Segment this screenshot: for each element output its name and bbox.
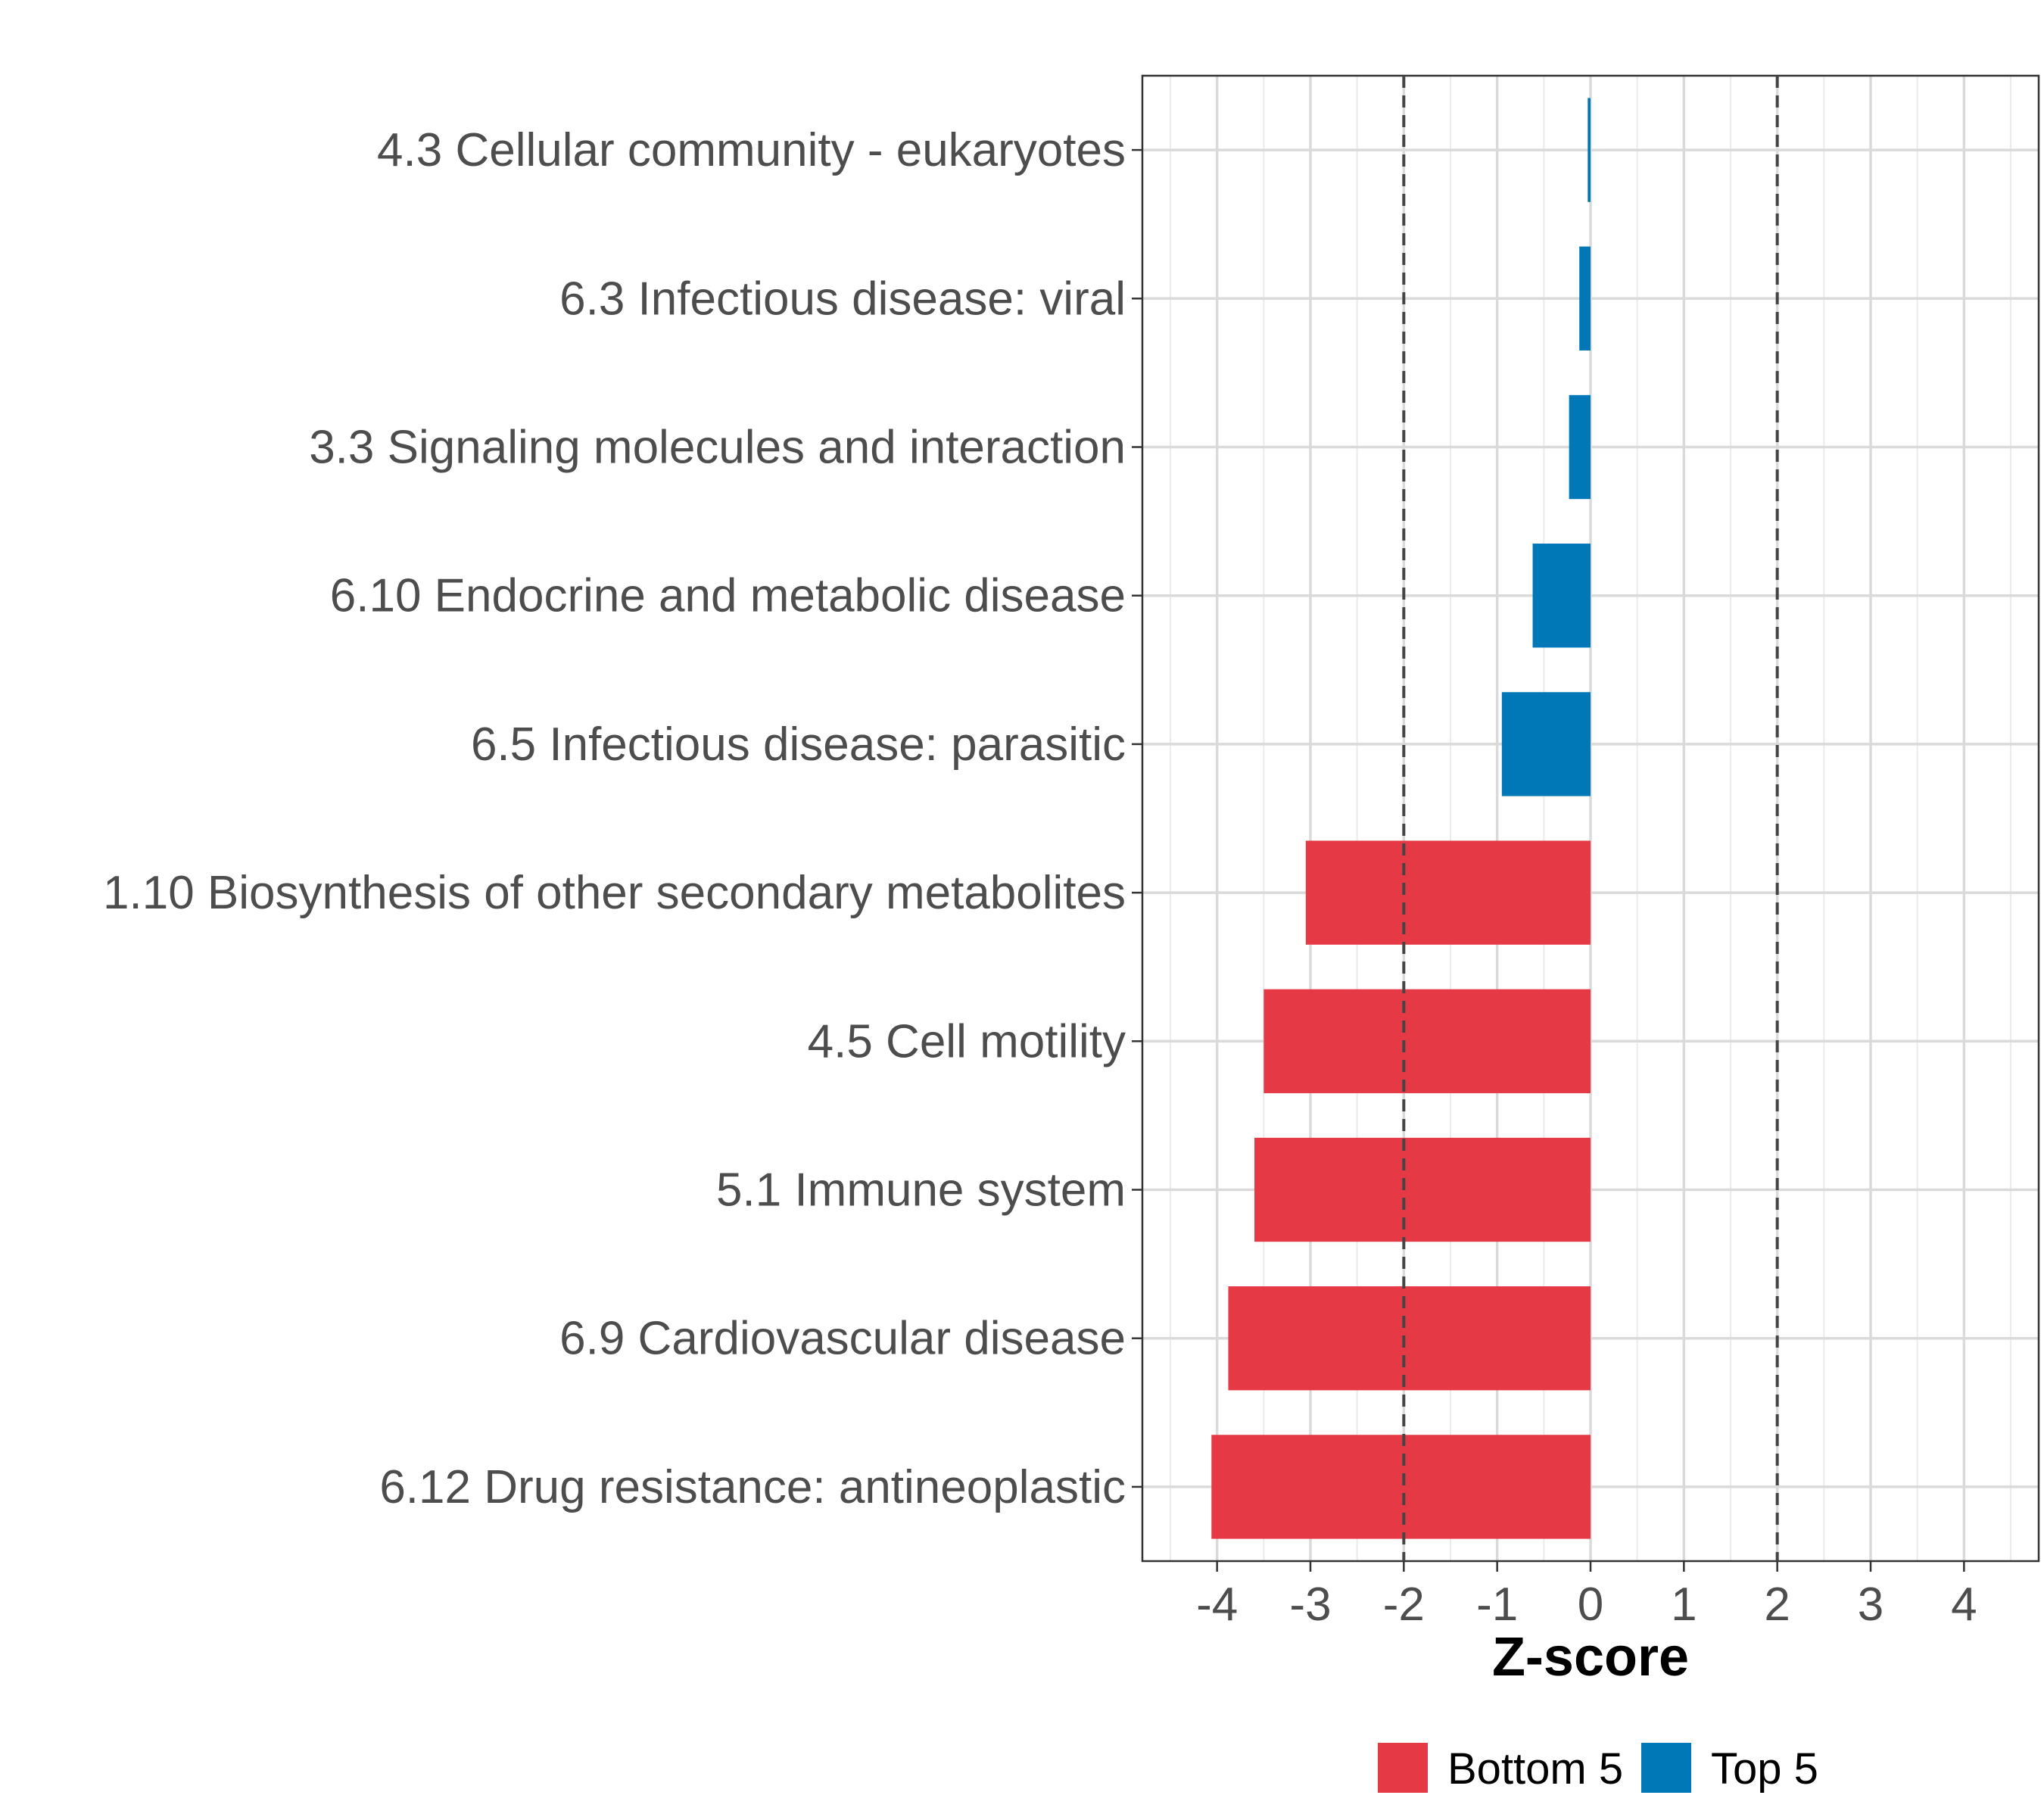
x-tick-label: -3 [1289,1579,1331,1631]
bar [1501,692,1591,796]
bars [1211,98,1591,1539]
x-tick-label: 3 [1858,1579,1884,1631]
bar [1588,98,1591,202]
legend: Bottom 5 Top 5 [1378,1743,1818,1794]
x-axis-title: Z-score [1492,1627,1689,1688]
bar [1579,246,1591,351]
y-tick-label: 3.3 Signaling molecules and interaction [309,422,1126,474]
bar [1569,394,1591,500]
x-tick-label: -1 [1476,1579,1518,1631]
y-tick-label: 4.3 Cellular community - eukaryotes [377,124,1126,176]
x-tick-label: 0 [1578,1579,1603,1631]
bar [1532,544,1591,648]
y-tick-label: 5.1 Immune system [716,1164,1126,1217]
y-tick-label: 6.12 Drug resistance: antineoplastic [379,1461,1126,1513]
reference-lines [1402,76,1779,1561]
bar [1305,840,1591,945]
y-tick-label: 1.10 Biosynthesis of other secondary met… [103,867,1126,919]
bar [1254,1137,1591,1242]
y-tick-label: 6.10 Endocrine and metabolic disease [330,570,1126,622]
y-tick-label: 6.3 Infectious disease: viral [559,273,1126,325]
y-axis: 4.3 Cellular community - eukaryotes 6.3 I… [103,124,1142,1513]
legend-swatch [1641,1743,1691,1793]
x-tick-label: 2 [1764,1579,1790,1631]
bar [1211,1435,1591,1539]
legend-label: Top 5 [1711,1744,1818,1794]
x-tick-label: -4 [1196,1579,1238,1631]
x-tick-label: 1 [1671,1579,1697,1631]
legend-swatch [1378,1743,1428,1793]
x-tick-label: -2 [1383,1579,1425,1631]
legend-label: Bottom 5 [1447,1744,1623,1794]
y-tick-label: 4.5 Cell motility [808,1015,1126,1067]
bar [1228,1286,1591,1391]
x-tick-label: 4 [1951,1579,1977,1631]
y-tick-label: 6.9 Cardiovascular disease [559,1313,1126,1365]
y-tick-label: 6.5 Infectious disease: parasitic [471,718,1126,771]
x-axis: -4 -3 -2 -1 0 1 2 3 4 [1196,1561,1977,1631]
bar [1263,989,1591,1093]
